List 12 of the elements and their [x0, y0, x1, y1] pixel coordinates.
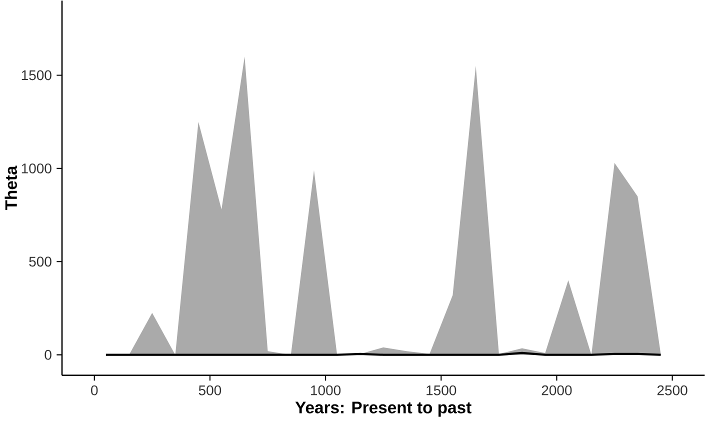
x-tick-label: 1000	[311, 385, 341, 396]
x-tick-label: 2000	[542, 385, 572, 396]
x-tick-label: 2500	[657, 385, 688, 396]
y-tick-label: 1000	[22, 163, 52, 174]
y-tick-label: 1500	[22, 70, 52, 80]
x-tick-label: 500	[198, 385, 222, 396]
y-tick-label: 0	[44, 350, 52, 360]
x-tick-label: 0	[91, 385, 98, 396]
y-axis-title: Theta	[4, 166, 18, 210]
y-tick-label: 500	[29, 256, 52, 266]
x-axis-title: Years: Present to past	[295, 402, 472, 417]
x-tick-label: 1500	[426, 385, 456, 396]
